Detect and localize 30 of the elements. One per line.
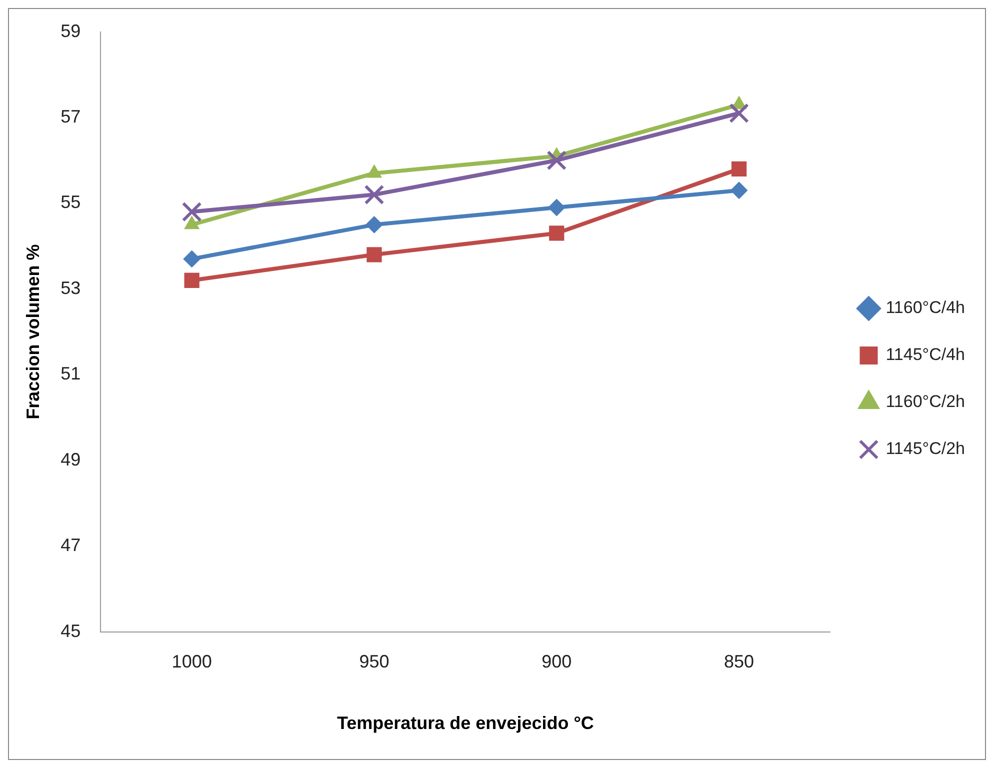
point	[731, 161, 747, 177]
point	[549, 226, 564, 241]
point	[548, 199, 566, 216]
point	[729, 103, 750, 124]
y-tick-label: 53	[60, 278, 81, 298]
x-tick-label: 1000	[172, 652, 212, 672]
y-tick-label: 59	[60, 20, 81, 41]
legend-label: 1145°C/4h	[886, 345, 965, 364]
x-tick-label: 950	[359, 652, 390, 672]
y-tick-label: 57	[60, 106, 81, 126]
x-tick-label: 850	[724, 652, 754, 672]
x-axis-title: Temperatura de envejecido °C	[336, 713, 594, 734]
y-tick-label: 49	[60, 449, 81, 470]
point	[730, 182, 748, 199]
legend-label: 1160°C/4h	[886, 298, 965, 318]
point	[183, 250, 200, 268]
point	[182, 202, 202, 222]
point	[184, 272, 200, 288]
y-axis-title: Fraccion volumen %	[22, 244, 43, 420]
point	[546, 150, 567, 170]
point	[366, 216, 383, 234]
y-tick-label: 55	[60, 192, 81, 212]
point	[364, 184, 384, 205]
y-tick-label: 47	[60, 535, 81, 556]
legend-label: 1160°C/2h	[886, 392, 965, 412]
point	[366, 247, 382, 262]
x-tick-label: 900	[542, 652, 572, 672]
y-tick-label: 45	[60, 620, 81, 641]
y-tick-label: 51	[60, 364, 81, 384]
legend-label: 1145°C/2h	[886, 439, 965, 458]
